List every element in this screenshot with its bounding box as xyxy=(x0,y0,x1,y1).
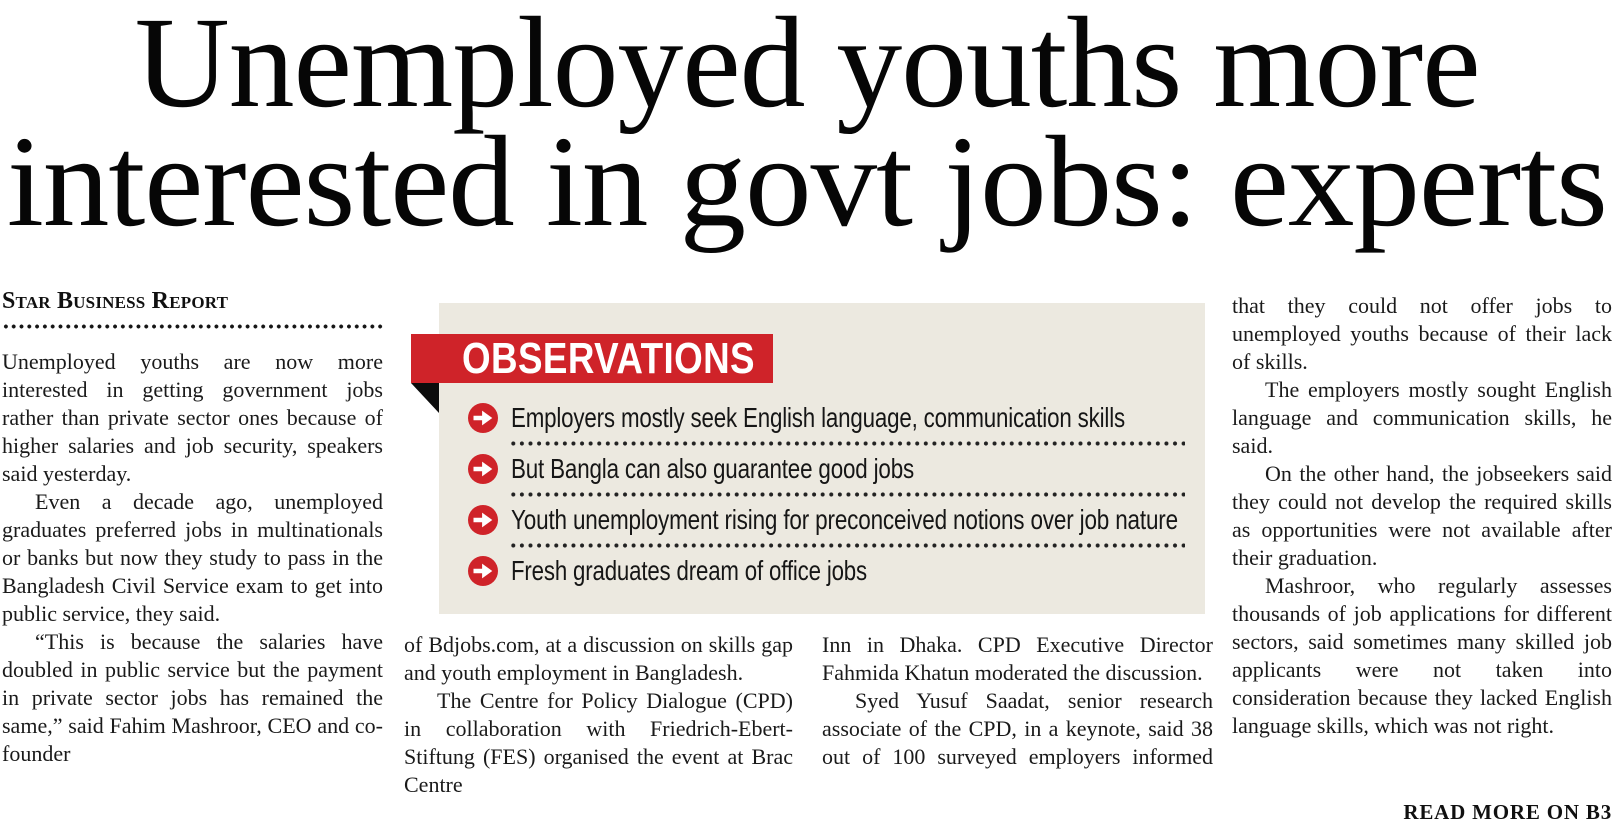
article-column-2: of Bdjobs.com, at a discussion on skills… xyxy=(404,631,793,839)
read-more-link: READ MORE ON B3 xyxy=(1403,800,1612,824)
paragraph: The employers mostly sought English lang… xyxy=(1232,377,1612,458)
article-column-3: Inn in Dhaka. CPD Executive Director Fah… xyxy=(822,631,1213,839)
dotted-divider xyxy=(509,543,1185,548)
paragraph: that they could not offer jobs to unempl… xyxy=(1232,293,1612,374)
dotted-divider xyxy=(509,441,1185,446)
paragraph: “This is because the salaries have doubl… xyxy=(2,629,383,766)
paragraph: Even a decade ago, unemployed graduates … xyxy=(2,489,383,626)
paragraph: Inn in Dhaka. CPD Executive Director Fah… xyxy=(822,632,1213,685)
observation-item: But Bangla can also guarantee good jobs xyxy=(468,446,1185,492)
byline-text: Star Business Report xyxy=(2,288,229,314)
article-headline: Unemployed youths more interested in gov… xyxy=(0,0,1614,254)
observations-header-ribbon: OBSERVATIONS xyxy=(411,334,773,383)
paragraph: Mashroor, who regularly assesses thousan… xyxy=(1232,573,1612,738)
paragraph: of Bdjobs.com, at a discussion on skills… xyxy=(404,632,793,685)
observations-list: Employers mostly seek English language, … xyxy=(468,395,1185,594)
observations-box: OBSERVATIONS Employers mostly seek Engli… xyxy=(411,303,1205,614)
headline-line-1: Unemployed youths more xyxy=(0,0,1614,135)
headline-line-2-text: interested in govt jobs: experts xyxy=(7,110,1608,254)
observation-text: Youth unemployment rising for preconceiv… xyxy=(511,504,1178,536)
arrow-right-circle-icon xyxy=(468,403,498,433)
paragraph: On the other hand, the jobseekers said t… xyxy=(1232,461,1612,570)
dotted-divider xyxy=(509,492,1185,497)
arrow-right-circle-icon xyxy=(468,454,498,484)
headline-line-1-text: Unemployed youths more xyxy=(134,0,1481,135)
observations-title: OBSERVATIONS xyxy=(462,333,755,383)
paragraph: The Centre for Policy Dialogue (CPD) in … xyxy=(404,688,793,797)
ribbon-fold-triangle xyxy=(411,383,439,413)
observation-text: Fresh graduates dream of office jobs xyxy=(511,555,867,587)
article-column-1: Unemployed youths are now more intereste… xyxy=(2,348,383,839)
observation-item: Employers mostly seek English language, … xyxy=(468,395,1185,441)
observation-item: Youth unemployment rising for preconceiv… xyxy=(468,497,1185,543)
arrow-right-circle-icon xyxy=(468,556,498,586)
observation-text: But Bangla can also guarantee good jobs xyxy=(511,453,915,485)
byline-dotted-divider xyxy=(2,324,383,329)
arrow-right-circle-icon xyxy=(468,505,498,535)
observation-item: Fresh graduates dream of office jobs xyxy=(468,548,1185,594)
paragraph: Unemployed youths are now more intereste… xyxy=(2,349,383,486)
article-column-4: that they could not offer jobs to unempl… xyxy=(1232,292,1612,797)
headline-line-2: interested in govt jobs: experts xyxy=(0,110,1614,254)
byline-block: Star Business Report xyxy=(2,288,383,329)
paragraph: Syed Yusuf Saadat, senior research assoc… xyxy=(822,688,1213,769)
observation-text: Employers mostly seek English language, … xyxy=(511,402,1126,434)
